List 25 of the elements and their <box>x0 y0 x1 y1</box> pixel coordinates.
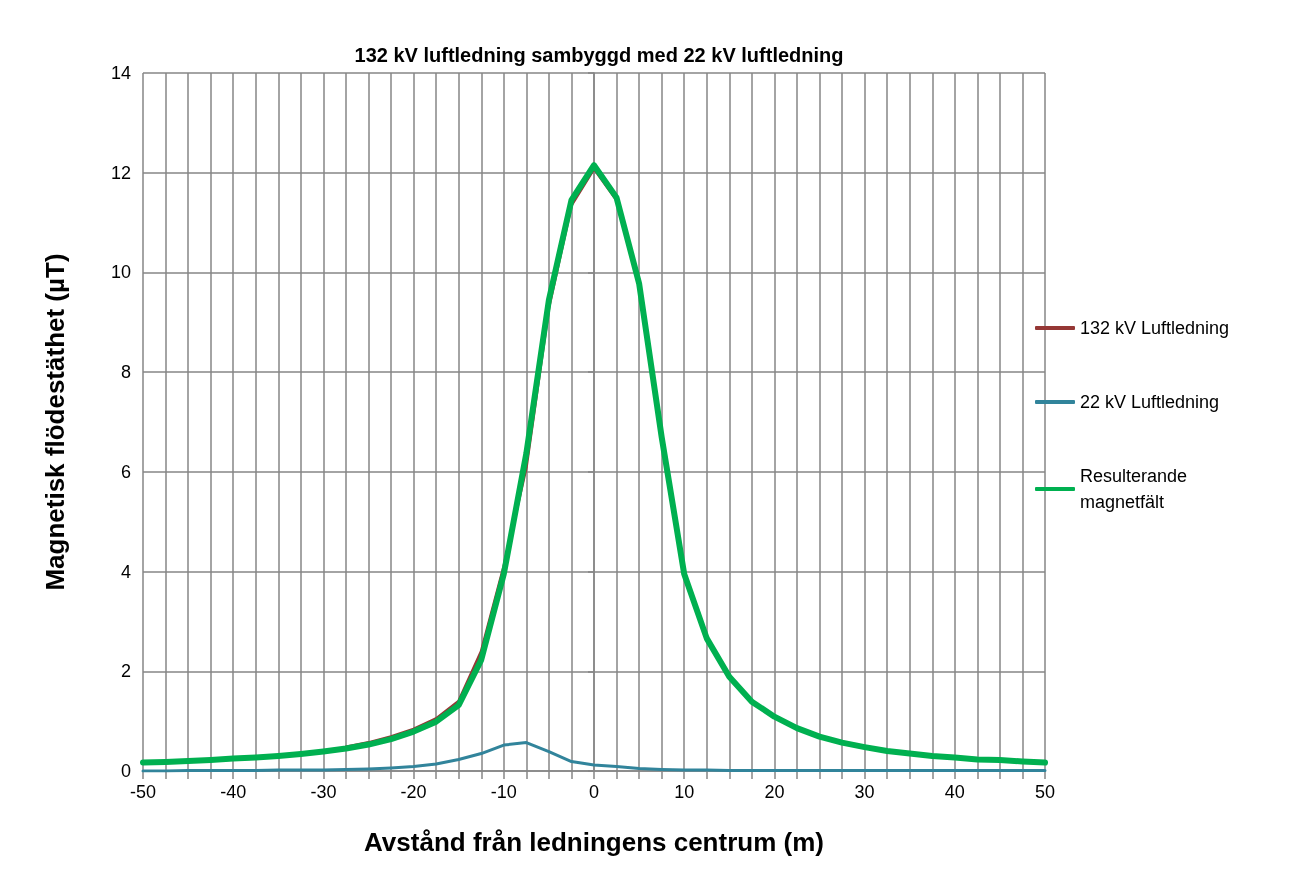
x-axis-title: Avstånd från ledningens centrum (m) <box>364 827 824 857</box>
legend-label: 132 kV Luftledning <box>1080 318 1230 338</box>
legend-label: Resulterande magnetfält <box>1080 466 1193 512</box>
x-tick-label: -10 <box>490 782 517 802</box>
x-tick-label: 50 <box>1034 782 1056 802</box>
y-tick-label: 10 <box>110 262 131 283</box>
x-tick-label: 40 <box>944 782 965 802</box>
x-tick-label: 30 <box>854 782 875 802</box>
x-tick-label: 10 <box>674 782 695 802</box>
y-tick-label: 14 <box>110 63 131 83</box>
x-tick-label: -30 <box>310 782 337 802</box>
y-tick-label: 8 <box>120 362 131 383</box>
y-axis-title: Magnetisk flödestäthet (µT) <box>40 253 70 591</box>
x-tick-label: -20 <box>400 782 427 802</box>
x-tick-label: 20 <box>764 782 785 802</box>
legend-label: 22 kV Luftledning <box>1080 392 1220 412</box>
y-tick-label: 12 <box>110 162 131 183</box>
y-tick-label: 0 <box>120 761 131 781</box>
x-tick-label: -40 <box>220 782 247 802</box>
chart-title: 132 kV luftledning sambyggd med 22 kV luftledning <box>354 44 844 66</box>
y-tick-label: 6 <box>120 461 131 482</box>
x-tick-label: 0 <box>588 782 600 802</box>
y-tick-label: 2 <box>120 661 131 682</box>
x-tick-label: -50 <box>129 782 157 802</box>
y-tick-label: 4 <box>120 561 131 582</box>
